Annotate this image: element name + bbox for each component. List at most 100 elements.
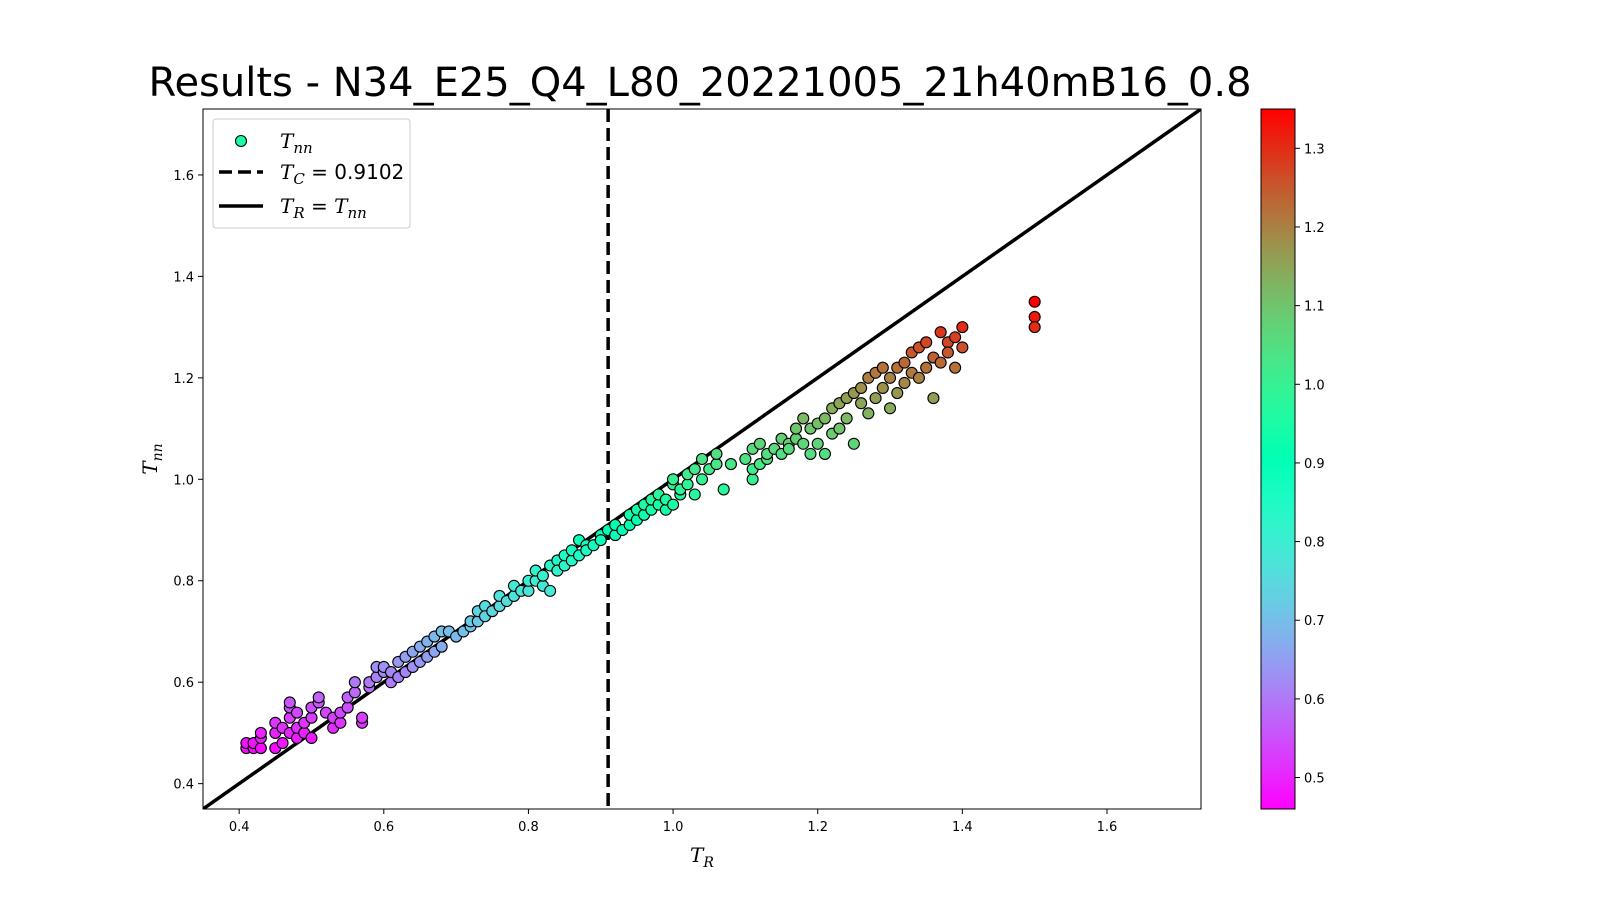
scatter-point: [717, 483, 730, 496]
scatter-point: [594, 534, 607, 547]
x-axis-label: TR: [690, 843, 714, 871]
scatter-point: [312, 691, 325, 704]
colorbar-tick-label: 0.8: [1304, 536, 1325, 551]
scatter-point: [818, 412, 831, 425]
x-tick-label: 1.2: [807, 820, 828, 835]
scatter-point: [912, 371, 926, 384]
y-axis: 0.4 0.6 0.8 1.0 1.2 1.4 1.6: [173, 169, 203, 793]
scatter-point: [688, 463, 701, 476]
plot-frame: [202, 108, 1202, 810]
scatter-point: [695, 452, 709, 466]
x-tick-label: 0.4: [229, 820, 250, 835]
scatter-point: [855, 381, 868, 395]
y-tick-label: 0.8: [173, 575, 194, 590]
y-tick-label: 0.4: [173, 778, 194, 793]
scatter-point: [797, 412, 810, 425]
scatter-point: [334, 716, 347, 729]
scatter-point: [710, 458, 723, 471]
scatter-point: [305, 731, 318, 745]
scatter-point: [667, 473, 680, 486]
y-tick-label: 1.4: [173, 270, 194, 285]
scatter-point: [710, 447, 723, 460]
scatter-point: [305, 711, 318, 724]
scatter-point: [876, 381, 889, 395]
scatter-point: [898, 356, 911, 369]
scatter-point: [797, 437, 810, 450]
scatter-point: [869, 392, 882, 405]
y-tick-label: 0.6: [173, 676, 194, 691]
scatter-point: [949, 331, 962, 344]
scatter-point: [941, 346, 954, 359]
scatter-point: [833, 422, 846, 435]
scatter-point: [956, 321, 969, 334]
scatter-point: [746, 473, 759, 486]
scatter-point: [276, 737, 289, 750]
x-tick-label: 1.6: [1097, 820, 1118, 835]
scatter-point: [290, 706, 304, 719]
legend-box: [212, 118, 411, 229]
colorbar-tick-label: 0.7: [1304, 614, 1325, 629]
scatter-point: [536, 569, 549, 582]
scatter-point: [254, 726, 267, 739]
legend-entry-label: Tnn: [280, 129, 313, 157]
scatter-point: [739, 452, 752, 466]
scatter-point: [818, 447, 831, 460]
scatter-point: [1028, 321, 1041, 334]
legend-marker: [234, 134, 248, 148]
scatter-point: [804, 447, 817, 460]
scatter-point: [1028, 295, 1041, 308]
y-axis-label: Tnn: [138, 443, 166, 474]
scatter-point: [782, 442, 795, 455]
scatter-point: [356, 711, 369, 724]
scatter-point: [876, 361, 889, 374]
colorbar-tick-label: 1.2: [1304, 221, 1325, 236]
scatter-point: [891, 387, 904, 400]
scatter-point: [753, 437, 766, 450]
scatter-point: [898, 376, 911, 389]
scatter-point: [254, 742, 267, 755]
scatter-point: [847, 437, 860, 450]
plot-content: [203, 109, 1201, 809]
scatter-point: [840, 412, 853, 425]
scatter-point: [883, 402, 897, 415]
colorbar-tick-label: 0.9: [1304, 457, 1325, 472]
y-tick-label: 1.2: [173, 372, 194, 387]
scatter-point: [435, 640, 448, 653]
x-tick-label: 1.0: [663, 820, 684, 835]
chart-title: Results - N34_E25_Q4_L80_20221005_21h40m…: [148, 60, 1251, 106]
scatter-point: [934, 326, 947, 339]
scatter-point: [1028, 310, 1041, 324]
colorbar-tick-label: 1.3: [1304, 142, 1325, 157]
scatter-point: [348, 676, 361, 689]
scatter-point: [283, 696, 296, 709]
legend-entry-label: TC = 0.9102: [280, 160, 404, 188]
x-tick-label: 1.4: [952, 820, 973, 835]
scatter-point: [934, 356, 947, 369]
scatter-point: [695, 473, 709, 486]
legend-entry-label: TR = Tnn: [280, 194, 367, 222]
scatter-point: [522, 584, 535, 597]
scatter-point: [855, 397, 868, 410]
scatter-point: [920, 361, 933, 374]
scatter-point: [544, 584, 557, 597]
y-tick-label: 1.0: [173, 473, 194, 488]
scatter-point: [724, 458, 737, 471]
scatter-point: [883, 371, 897, 384]
legend: Tnn TC = 0.9102 TR = Tnn: [212, 118, 411, 229]
y-tick-label: 1.6: [173, 169, 194, 184]
x-tick-label: 0.8: [518, 820, 539, 835]
scatter-point: [927, 392, 940, 405]
scatter-point: [341, 701, 354, 714]
scatter-point: [348, 686, 361, 699]
colorbar-tick-label: 1.0: [1304, 378, 1325, 393]
colorbar-tick-label: 0.5: [1304, 772, 1325, 787]
scatter-point: [920, 336, 933, 349]
x-tick-label: 0.6: [373, 820, 394, 835]
scatter-point: [688, 488, 701, 501]
colorbar-gradient: [1260, 108, 1296, 810]
scatter-point: [811, 437, 824, 450]
scatter-point: [862, 407, 875, 420]
scatter-point: [949, 361, 962, 374]
x-axis: 0.4 0.6 0.8 1.0 1.2 1.4 1.6: [229, 809, 1118, 835]
